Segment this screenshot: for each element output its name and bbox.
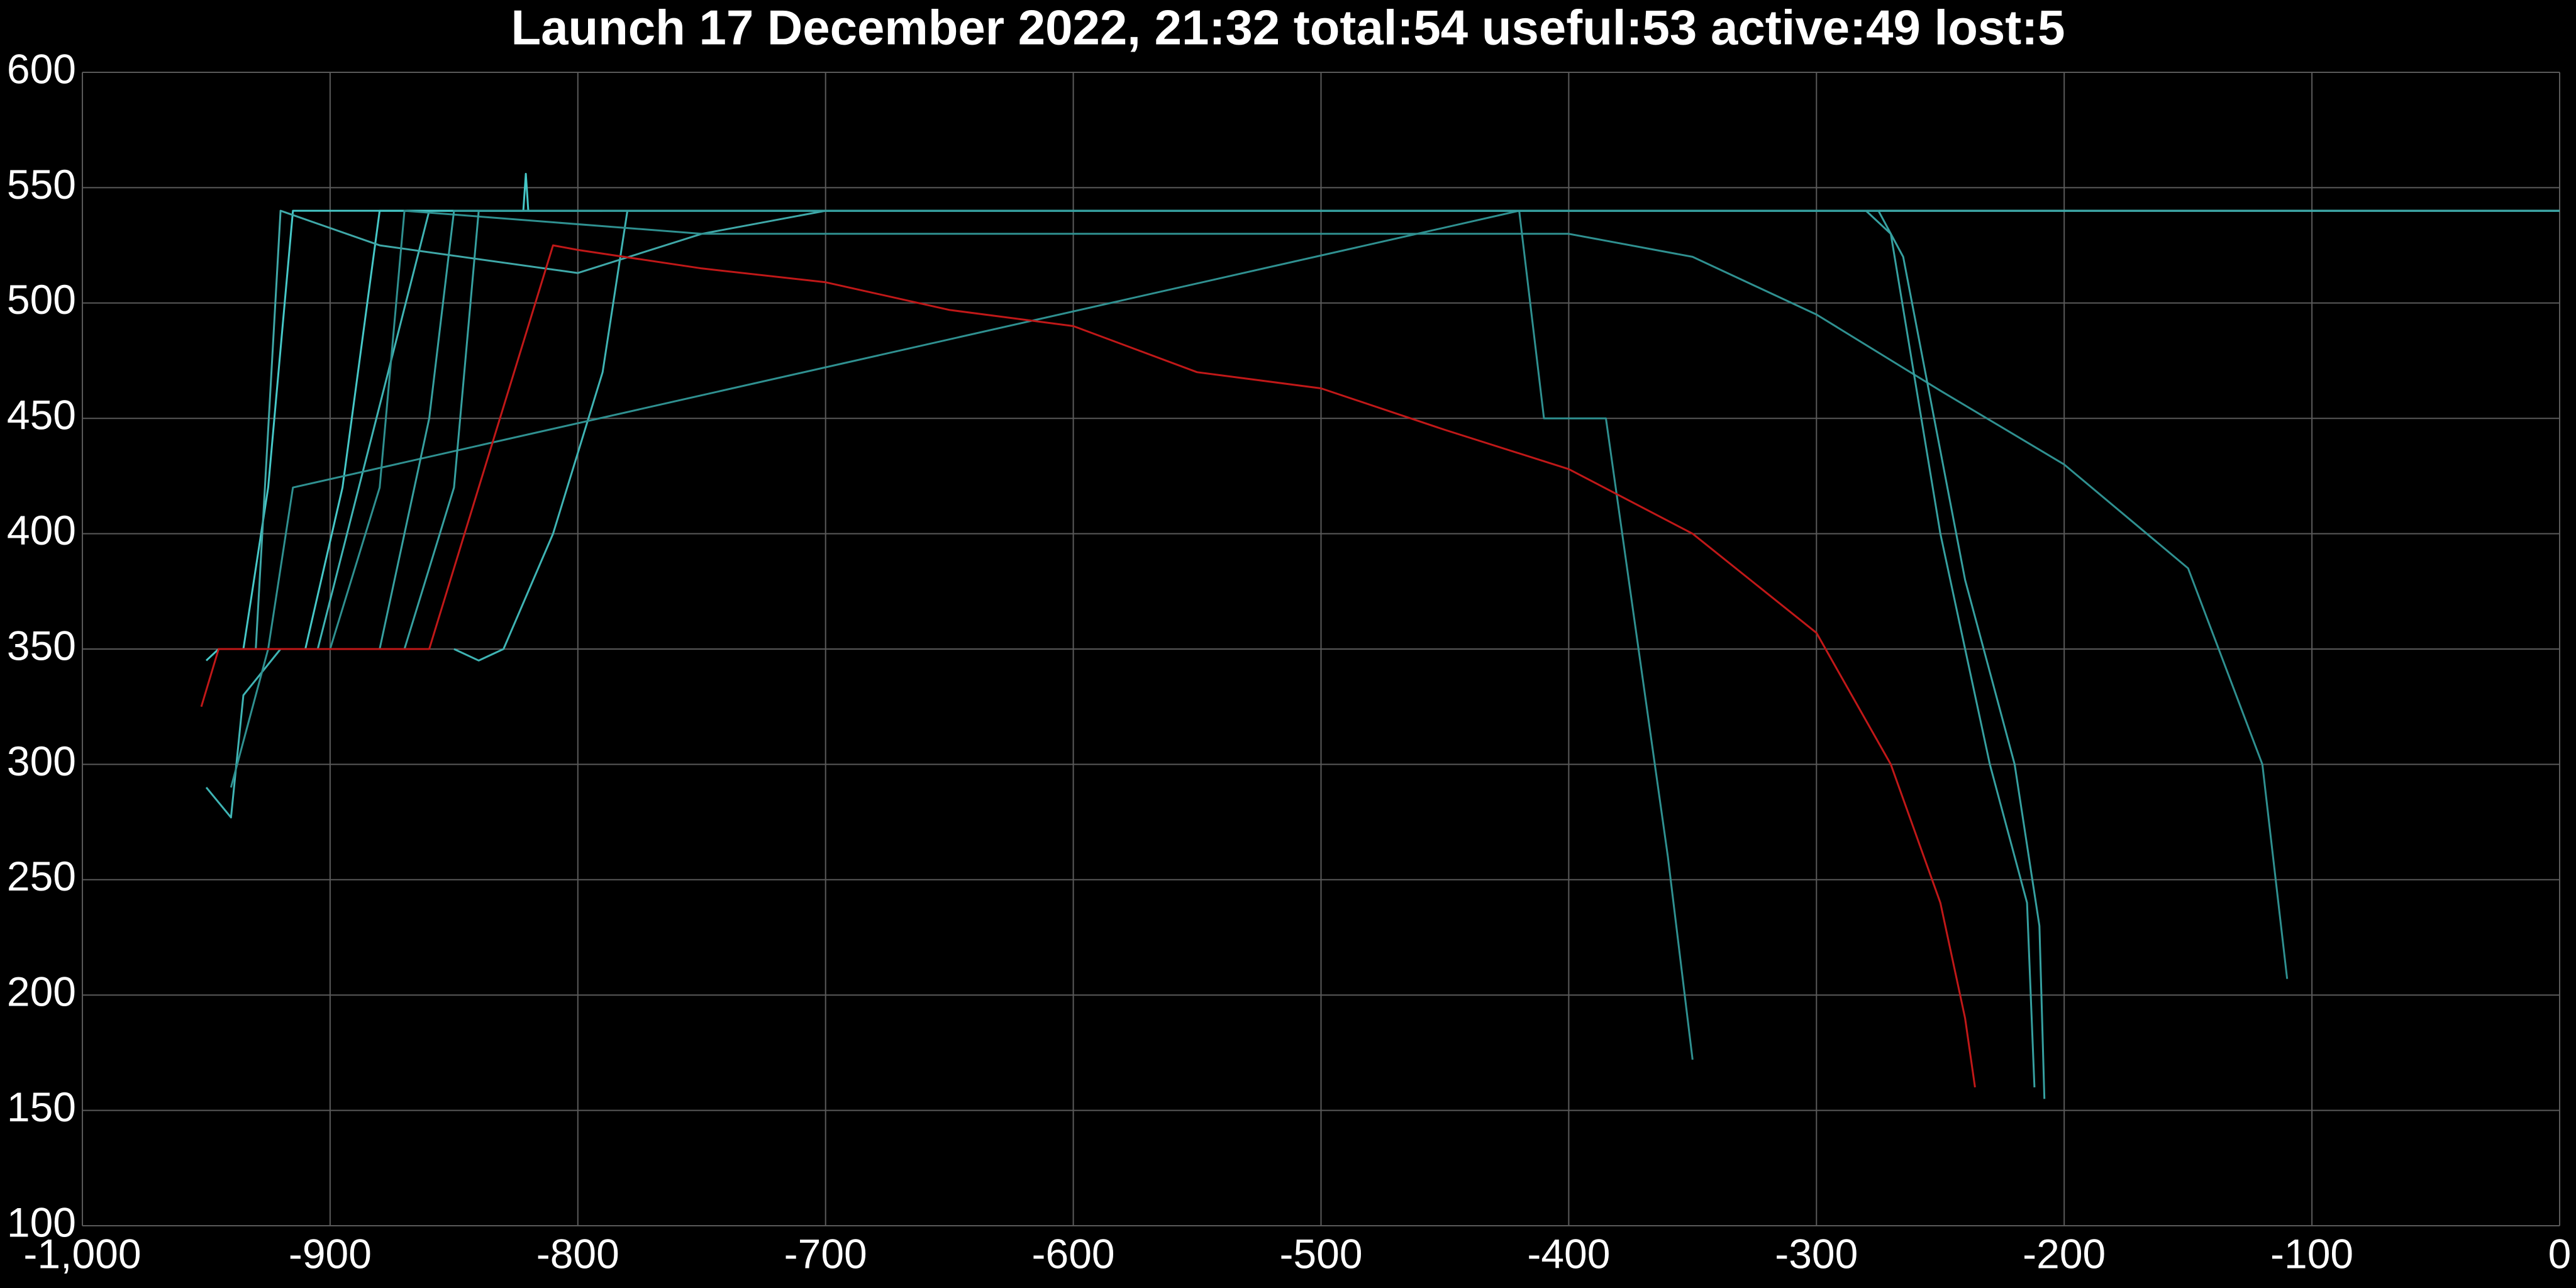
y-tick-label: 600 [7, 45, 76, 92]
x-tick-label: -600 [1032, 1230, 1115, 1277]
y-tick-label: 100 [7, 1199, 76, 1245]
data-line [403, 209, 2046, 1099]
y-tick-label: 550 [7, 161, 76, 208]
x-tick-label: -300 [1775, 1230, 1858, 1277]
data-line [379, 172, 603, 212]
x-tick-label: -100 [2270, 1230, 2353, 1277]
y-tick-label: 150 [7, 1084, 76, 1130]
x-tick-label: -400 [1527, 1230, 1610, 1277]
chart-title: Launch 17 December 2022, 21:32 total:54 … [511, 0, 2065, 55]
y-tick-label: 200 [7, 969, 76, 1015]
y-tick-label: 450 [7, 392, 76, 438]
data-line [304, 209, 2560, 650]
data-line [230, 209, 1694, 1060]
y-tick-label: 300 [7, 738, 76, 784]
x-tick-label: -1,000 [23, 1230, 141, 1277]
y-tick-label: 250 [7, 853, 76, 899]
x-tick-label: -800 [536, 1230, 619, 1277]
data-line [205, 209, 2560, 662]
x-tick-label: -700 [784, 1230, 867, 1277]
y-tick-label: 400 [7, 507, 76, 553]
x-tick-label: -200 [2023, 1230, 2106, 1277]
x-tick-label: -500 [1279, 1230, 1362, 1277]
y-tick-label: 350 [7, 622, 76, 669]
data-line [453, 209, 2560, 662]
data-line [255, 209, 2560, 650]
data-line [329, 209, 2289, 979]
x-tick-label: 0 [2548, 1230, 2572, 1277]
y-tick-label: 500 [7, 276, 76, 323]
data-line [200, 244, 1976, 1088]
x-tick-label: -900 [289, 1230, 372, 1277]
